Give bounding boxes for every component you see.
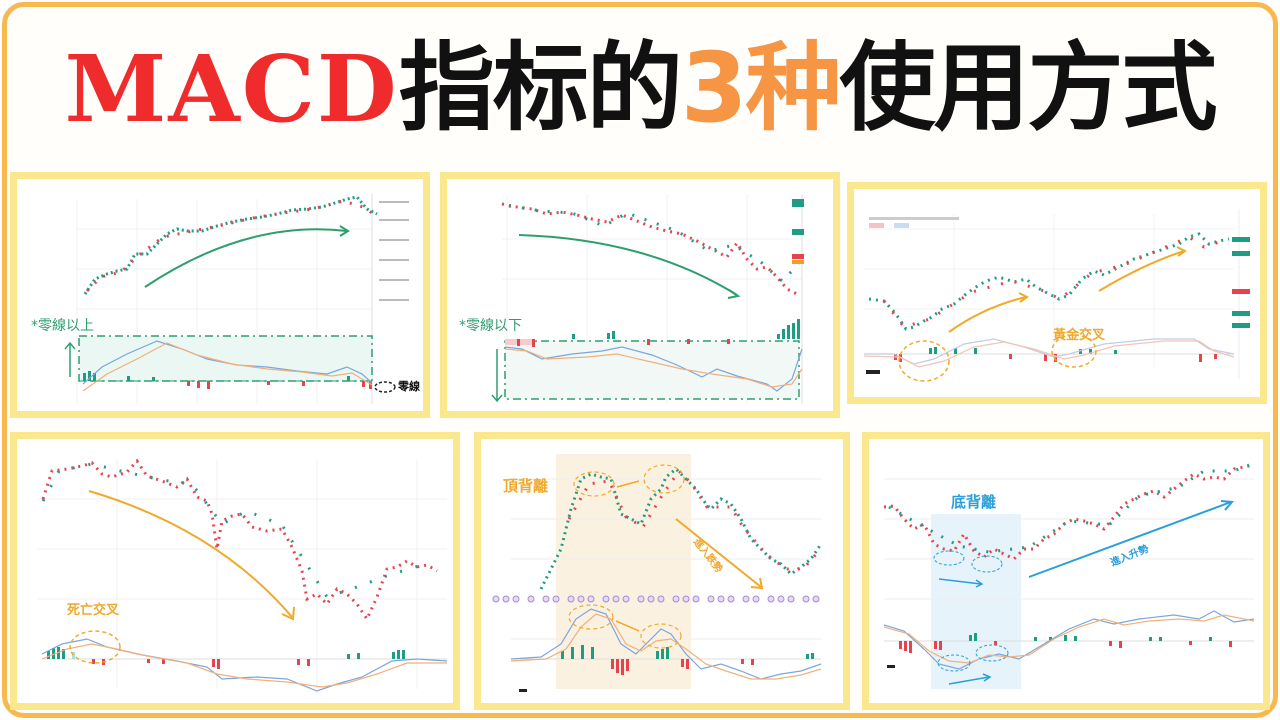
uptrend-arrow (1028, 501, 1232, 578)
golden-cross-circle (1051, 334, 1097, 368)
death-cross-circle (69, 630, 121, 664)
below-zero-box (504, 340, 800, 400)
zero-below-label: *零線以下 (459, 318, 522, 334)
panel-bottom-divergence: 底背離 進入升勢 (862, 432, 1270, 710)
death-cross-label: 死亡交叉 (67, 603, 120, 618)
zero-above-chart (64, 194, 409, 404)
panel-zero-line-below: *零線以下 (440, 172, 840, 418)
zero-line-label: 零線 (398, 380, 420, 393)
marker-row (492, 595, 820, 603)
uptrend-arrow (144, 228, 348, 288)
panel-death-cross: 死亡交叉 (10, 432, 460, 710)
title-indicator: 指标的 (398, 32, 683, 144)
top-divergence-chart (492, 454, 823, 692)
golden-cross-chart (863, 209, 1250, 382)
page-title: MACD指标的3种使用方式 (0, 28, 1280, 148)
downtrend-arrow (88, 490, 293, 618)
bottom-divergence-chart (883, 463, 1255, 689)
divergence-zone (931, 514, 1021, 689)
zero-line-marker (374, 381, 396, 393)
zero-above-label: *零線以上 (31, 318, 94, 334)
above-zero-box (78, 335, 373, 382)
panel-zero-line-above: *零線以上 零線 (10, 172, 430, 418)
golden-cross-label: 黃金交叉 (1053, 328, 1106, 343)
histogram (83, 371, 372, 389)
title-usage: 使用方式 (839, 32, 1218, 144)
downtrend-arrow (675, 518, 762, 588)
panel-top-divergence: 頂背離 進入跌勢 (474, 432, 850, 710)
title-macd: MACD (64, 35, 399, 143)
downtrend-arrow (518, 234, 738, 296)
zero-below-chart (491, 194, 804, 404)
death-cross-chart (37, 458, 448, 692)
golden-cross-circle (898, 340, 950, 382)
bottom-divergence-label: 底背離 (951, 493, 997, 511)
candles (83, 195, 378, 295)
top-divergence-label: 頂背離 (503, 477, 549, 495)
panel-golden-cross: 黃金交叉 (847, 182, 1267, 404)
title-three-ways: 3种 (680, 32, 842, 144)
